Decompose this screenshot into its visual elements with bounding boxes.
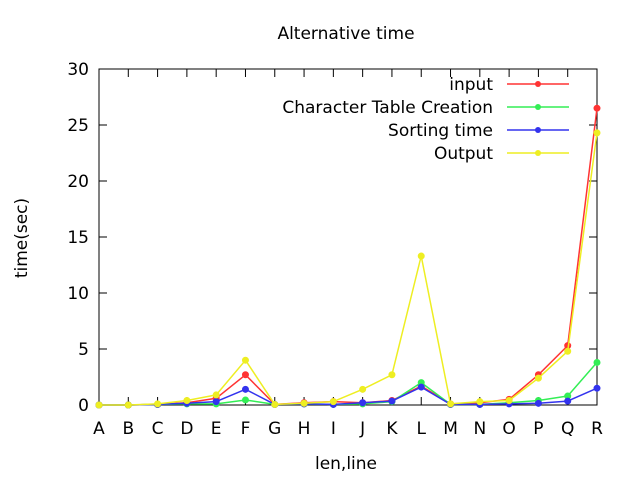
x-axis-title: len,line (315, 454, 377, 474)
data-point-output (183, 397, 191, 405)
x-tick-label: H (298, 419, 311, 439)
data-point-output (329, 398, 337, 406)
x-tick-label: D (180, 419, 193, 439)
data-point-sorting-time (388, 397, 396, 405)
data-point-output (359, 385, 367, 393)
series-line-sorting-time (99, 386, 598, 406)
data-point-output (417, 252, 425, 260)
data-point-output (564, 347, 572, 355)
x-tick-label: O (502, 419, 515, 439)
y-tick-label: 5 (78, 340, 89, 360)
x-tick-label: F (241, 419, 251, 439)
data-point-output (124, 401, 132, 409)
data-point-output (95, 401, 103, 409)
data-point-output (300, 399, 308, 407)
data-point-sorting-time (564, 397, 572, 405)
series-line-character-table-creation (99, 361, 598, 406)
y-axis-title: time(sec) (12, 198, 32, 278)
data-point-input (593, 104, 601, 112)
data-point-output (447, 400, 455, 408)
data-point-output (505, 397, 513, 405)
x-tick-label: A (93, 419, 105, 439)
data-point-character-table-creation (593, 358, 601, 366)
y-tick-label: 0 (78, 396, 89, 416)
y-tick-label: 10 (67, 284, 89, 304)
legend-marker-sorting-time (535, 127, 541, 133)
data-point-sorting-time (359, 399, 367, 407)
plot-area: 0 5 10 15 20 25 30 A B C D E F G H I J K L M N O P Q R (67, 60, 603, 439)
legend: input Character Table Creation Sorting tim… (282, 75, 569, 164)
x-tick-label: E (211, 419, 222, 439)
legend-marker-character-table-creation (535, 104, 541, 110)
legend-marker-input (535, 81, 541, 87)
x-tick-label: G (268, 419, 281, 439)
data-point-output (271, 400, 279, 408)
y-tick-label: 25 (67, 116, 89, 136)
legend-label-output: Output (434, 144, 493, 164)
x-tick-label: N (473, 419, 486, 439)
data-point-sorting-time (241, 385, 249, 393)
x-tick-label: C (152, 419, 164, 439)
x-tick-label: L (416, 419, 426, 439)
data-point-output (154, 400, 162, 408)
y-tick-label: 30 (67, 60, 89, 80)
y-tick-label: 15 (67, 228, 89, 248)
x-tick-label: I (331, 419, 336, 439)
data-point-input (241, 371, 249, 379)
series-line-output (99, 132, 598, 406)
data-point-sorting-time (593, 384, 601, 392)
x-tick-label: B (122, 419, 134, 439)
plot-frame (98, 68, 598, 406)
data-point-sorting-time (417, 383, 425, 391)
data-point-output (593, 129, 601, 137)
legend-label-sorting-time: Sorting time (388, 121, 493, 141)
x-tick-label: M (443, 419, 458, 439)
data-point-output (534, 374, 542, 382)
data-point-output (212, 391, 220, 399)
legend-label-input: input (449, 75, 493, 95)
x-tick-label: Q (561, 419, 574, 439)
legend-label-character-table-creation: Character Table Creation (282, 98, 493, 118)
y-tick-label: 20 (67, 172, 89, 192)
x-tick-label: K (386, 419, 398, 439)
data-point-sorting-time (212, 398, 220, 406)
x-tick-label: J (359, 419, 365, 439)
data-point-output (476, 398, 484, 406)
x-tick-label: P (533, 419, 543, 439)
data-point-output (388, 371, 396, 379)
chart-title: Alternative time (277, 24, 414, 44)
data-point-sorting-time (534, 399, 542, 407)
legend-marker-output (535, 150, 541, 156)
data-point-character-table-creation (241, 396, 249, 404)
x-tick-label: R (591, 419, 603, 439)
data-point-output (241, 356, 249, 364)
